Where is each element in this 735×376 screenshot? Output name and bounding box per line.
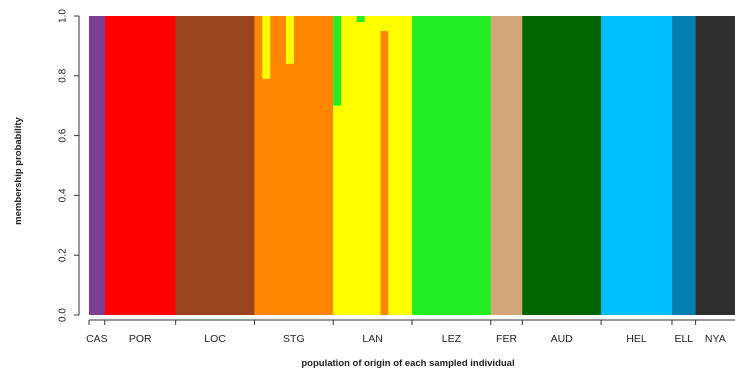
population-block-hel: [601, 16, 673, 315]
x-category-label-stg: STG: [283, 333, 305, 345]
population-block-lez: [412, 16, 491, 315]
individual-bar-37-seg-1: [380, 16, 388, 31]
x-category-label-lez: LEZ: [442, 333, 462, 345]
individual-bar-25-seg-1: [286, 16, 294, 64]
x-category-label-aud: AUD: [551, 333, 574, 345]
individual-bar-25-seg-0: [286, 64, 294, 315]
individual-bar-31-seg-1: [333, 16, 341, 106]
x-axis-title: population of origin of each sampled ind…: [301, 358, 514, 369]
bars-layer: [89, 16, 735, 315]
individual-bar-34-seg-1: [357, 16, 365, 22]
individual-bar-22-seg-0: [262, 79, 270, 315]
y-tick-label: 0.2: [58, 248, 69, 262]
population-block-cas: [89, 16, 105, 315]
y-tick-label: 0.6: [58, 128, 69, 142]
population-block-por: [105, 16, 177, 315]
individual-bar-31-seg-0: [333, 106, 341, 315]
population-block-aud: [522, 16, 601, 315]
x-category-label-cas: CAS: [86, 333, 108, 345]
y-tick-label: 0.0: [58, 308, 69, 322]
x-category-label-ell: ELL: [674, 333, 693, 345]
y-tick-label: 0.4: [58, 188, 69, 202]
x-category-label-lan: LAN: [362, 333, 382, 345]
population-block-nya: [696, 16, 735, 315]
population-block-lan: [333, 16, 412, 315]
population-block-loc: [176, 16, 255, 315]
y-tick-label: 1.0: [58, 9, 69, 23]
population-block-ell: [672, 16, 696, 315]
x-category-label-nya: NYA: [705, 333, 726, 345]
individual-bar-22-seg-1: [262, 16, 270, 79]
x-category-label-por: POR: [129, 333, 152, 345]
individual-bar-34-seg-0: [357, 22, 365, 315]
y-axis-title: membership probability: [13, 116, 24, 224]
x-category-label-loc: LOC: [204, 333, 226, 345]
population-block-fer: [491, 16, 523, 315]
x-category-label-hel: HEL: [626, 333, 647, 345]
x-category-label-fer: FER: [496, 333, 517, 345]
individual-bar-37-seg-0: [380, 31, 388, 315]
y-tick-label: 0.8: [58, 68, 69, 82]
